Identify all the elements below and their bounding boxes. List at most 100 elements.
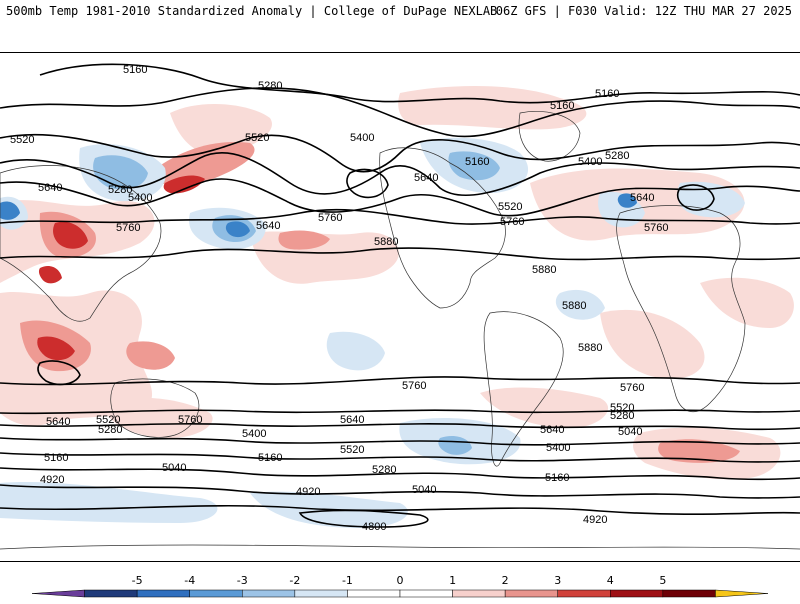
- contour-label: 5760: [178, 414, 202, 426]
- contour-label: 5640: [38, 182, 62, 194]
- contour-label: 5520: [245, 132, 269, 144]
- contour-line: [0, 87, 800, 138]
- colorbar-tick-label: 1: [449, 574, 456, 587]
- colorbar-tick-label: -3: [237, 574, 248, 587]
- coastline-north-america: [379, 147, 506, 309]
- contour-label: 5520: [10, 134, 34, 146]
- colorbar-tick-label: -2: [289, 574, 300, 587]
- contour-label: 5760: [644, 222, 668, 234]
- coastline-south-america: [483, 311, 564, 467]
- height-contours: [0, 63, 800, 528]
- colorbar-tick-label: 0: [397, 574, 404, 587]
- warm-anomaly-area: [700, 277, 794, 328]
- contour-label: 5640: [414, 172, 438, 184]
- contour-label: 5280: [258, 80, 282, 92]
- contour-label: 5160: [545, 472, 569, 484]
- contour-label: 5760: [500, 216, 524, 228]
- contour-line: [676, 184, 715, 211]
- colorbar-tick-label: 5: [659, 574, 666, 587]
- map-panel: 5160 5280 5160 5160 5520 5520 5400 5160 …: [0, 52, 800, 562]
- coastlines: [0, 111, 800, 550]
- coastline-europe-africa: [616, 205, 746, 413]
- contour-label: 5640: [630, 192, 654, 204]
- warm-anomaly-area: [38, 266, 62, 284]
- cold-anomaly-area: [677, 181, 745, 218]
- cold-anomaly-area: [0, 481, 218, 523]
- contour-label: 5400: [546, 442, 570, 454]
- contour-line: [298, 509, 429, 528]
- contour-line: [0, 133, 800, 173]
- contour-label: 5760: [318, 212, 342, 224]
- contour-label: 5160: [123, 64, 147, 76]
- contour-label: 5520: [610, 402, 634, 414]
- contour-label: 5280: [372, 464, 396, 476]
- colorbar-swatch: [136, 589, 190, 598]
- map-title: 500mb Temp 1981-2010 Standardized Anomal…: [6, 4, 498, 18]
- coastline-antarctica: [0, 544, 800, 550]
- cold-anomaly-area: [617, 193, 637, 208]
- colorbar-swatch: [504, 589, 558, 598]
- contour-label: 5400: [128, 192, 152, 204]
- colorbar-swatch: [662, 589, 716, 598]
- model-run-info: 06Z GFS | F030 Valid: 12Z THU MAR 27 202…: [495, 4, 792, 18]
- colorbar-swatch: [347, 589, 401, 598]
- contour-line: [0, 247, 800, 261]
- colorbar-swatch: [557, 589, 611, 598]
- contour-label: 5280: [98, 424, 122, 436]
- warm-anomaly-area: [163, 175, 205, 194]
- coastline-asia: [0, 165, 162, 322]
- contour-line: [0, 423, 800, 431]
- colorbar-low-extend: [31, 589, 85, 598]
- colorbar-swatch: [294, 589, 348, 598]
- contour-label: 4800: [362, 521, 386, 533]
- contour-line: [0, 208, 800, 225]
- contour-label: 5760: [402, 380, 426, 392]
- contour-label: 4920: [40, 474, 64, 486]
- contour-label: 5040: [412, 484, 436, 496]
- contour-label: 4920: [296, 486, 320, 498]
- contour-label: 5160: [44, 452, 68, 464]
- contour-label: 5400: [350, 132, 374, 144]
- colorbar-svg: -5 -4 -3 -2 -1 0 1 2 3 4 5: [31, 574, 769, 598]
- colorbar-high-extend: [715, 589, 769, 598]
- warm-anomaly-area: [480, 387, 609, 428]
- cold-anomaly-area: [448, 151, 500, 181]
- contour-line: [0, 452, 800, 463]
- cold-anomaly-area: [555, 289, 605, 320]
- contour-label: 4920: [583, 514, 607, 526]
- cold-anomaly-area: [225, 221, 250, 238]
- colorbar-tick-label: -4: [184, 574, 195, 587]
- warm-anomaly-area: [170, 103, 272, 155]
- warm-anomaly-area: [53, 221, 88, 249]
- contour-label: 5520: [96, 414, 120, 426]
- colorbar-tick-label: -5: [132, 574, 143, 587]
- contour-label: 5160: [595, 88, 619, 100]
- coastline-australia: [110, 378, 200, 438]
- contour-labels: 5160 5280 5160 5160 5520 5520 5400 5160 …: [10, 64, 668, 533]
- contour-label: 5520: [340, 444, 364, 456]
- contour-line: [0, 437, 800, 446]
- contour-line: [0, 504, 800, 515]
- colorbar-swatch: [399, 589, 453, 598]
- colorbar-tick-label: 3: [554, 574, 561, 587]
- colorbar-tick-label: 4: [607, 574, 614, 587]
- colorbar-swatch: [610, 589, 664, 598]
- anomaly-map: 5160 5280 5160 5160 5520 5520 5400 5160 …: [0, 63, 800, 550]
- contour-label: 5880: [562, 300, 586, 312]
- contour-label: 5640: [46, 416, 70, 428]
- contour-label: 5280: [605, 150, 629, 162]
- contour-label: 5400: [242, 428, 266, 440]
- colorbar-swatch: [84, 589, 138, 598]
- contour-label: 5160: [465, 156, 489, 168]
- contour-line: [39, 63, 800, 104]
- cold-anomaly-area: [0, 201, 20, 220]
- contour-label: 5760: [620, 382, 644, 394]
- contour-line: [0, 409, 800, 415]
- colorbar-tick-label: -1: [342, 574, 353, 587]
- contour-label: 5400: [578, 156, 602, 168]
- contour-label: 5040: [162, 462, 186, 474]
- contour-label: 5880: [578, 342, 602, 354]
- contour-label: 5040: [618, 426, 642, 438]
- contour-label: 5640: [256, 220, 280, 232]
- warm-anomaly-area: [600, 309, 705, 379]
